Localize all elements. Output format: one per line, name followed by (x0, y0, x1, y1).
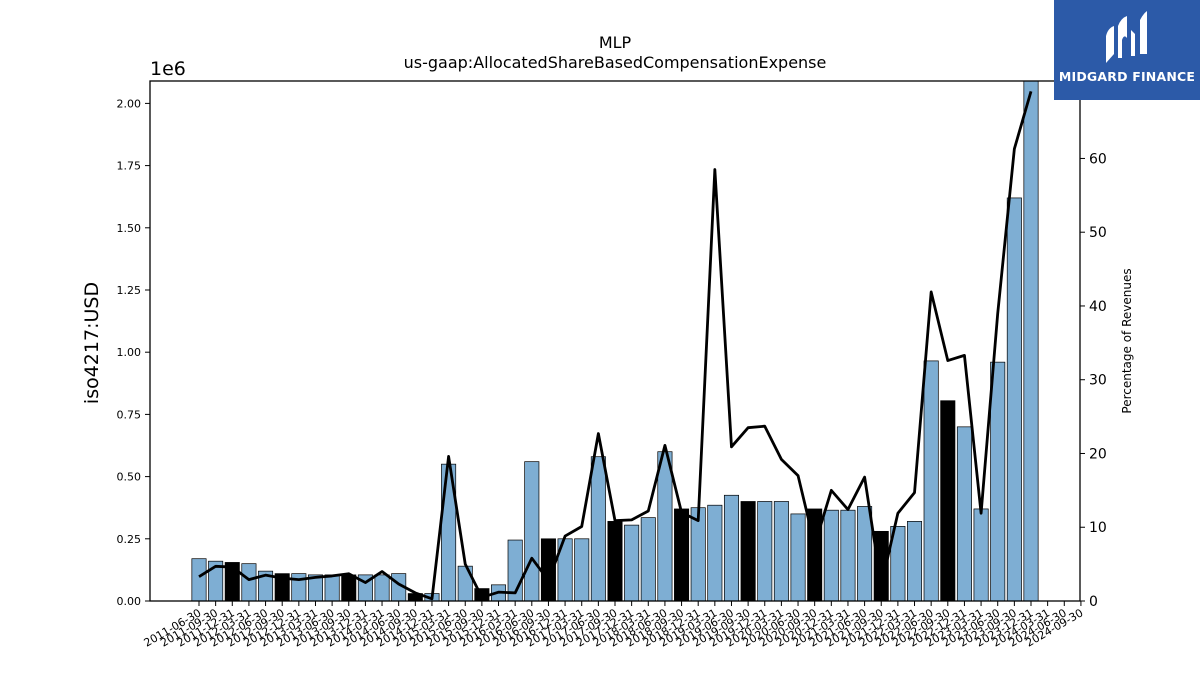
y-axis-label: iso4217:USD (81, 282, 103, 404)
bar-annual (674, 508, 690, 602)
bar-quarterly (973, 508, 989, 602)
y-tick-label: 0.50 (117, 471, 142, 484)
y-scale-label: 1e6 (150, 58, 186, 80)
bar-quarterly (1023, 80, 1039, 602)
chart-subtitle: us-gaap:AllocatedShareBasedCompensationE… (404, 53, 827, 72)
bar-quarterly (707, 504, 723, 602)
y-tick-label: 1.00 (117, 346, 142, 359)
bar-quarterly (840, 509, 856, 602)
y2-tick-label: 10 (1089, 520, 1107, 536)
line-layer (198, 90, 1033, 601)
bar-quarterly (374, 574, 390, 602)
logo: MIDGARD FINANCE (1054, 0, 1200, 100)
y-tick-label: 0.00 (117, 595, 142, 608)
bar-quarterly (590, 456, 606, 602)
plot-frame (149, 80, 1081, 602)
bar-quarterly (624, 524, 640, 602)
bar-layer (191, 80, 1039, 602)
bar-quarterly (757, 501, 773, 602)
y2-tick-label: 50 (1089, 225, 1107, 241)
y2-tick-label: 0 (1089, 594, 1098, 610)
bar-annual (940, 400, 956, 602)
bar-annual (607, 521, 623, 602)
y2-tick-label: 20 (1089, 446, 1107, 462)
bar-quarterly (657, 451, 673, 602)
y-tick-label: 2.00 (117, 97, 142, 110)
bar-quarterly (823, 509, 839, 602)
tick-layer: 0.00 0.25 0.50 0.75 1.00 1.25 1.50 1.75 2.00 0 10 2… (117, 78, 1107, 650)
midgard-logo-icon (1106, 11, 1147, 63)
bar-quarterly (524, 461, 540, 602)
bar-annual (341, 574, 357, 602)
y2-tick-label: 60 (1089, 151, 1107, 167)
y-tick-label: 1.50 (117, 222, 142, 235)
bar-quarterly (324, 574, 340, 602)
bar-quarterly (723, 494, 739, 602)
y2-axis-label: Percentage of Revenues (1120, 268, 1134, 413)
bar-quarterly (923, 360, 939, 602)
bar-annual (740, 501, 756, 602)
bar-quarterly (956, 426, 972, 602)
y-tick-label: 1.25 (117, 284, 142, 297)
bar-quarterly (574, 538, 590, 602)
bar-quarterly (1006, 197, 1022, 602)
y-tick-label: 1.75 (117, 160, 142, 173)
percentage-line (198, 90, 1033, 601)
bar-quarterly (790, 513, 806, 602)
y-tick-label: 0.75 (117, 408, 142, 421)
bar-quarterly (990, 361, 1006, 602)
bar-quarterly (241, 563, 257, 602)
y2-tick-label: 30 (1089, 373, 1107, 389)
bar-quarterly (640, 517, 656, 602)
chart-title: MLP (599, 33, 632, 52)
bar-quarterly (857, 506, 873, 602)
bar-quarterly (907, 521, 923, 602)
bar-quarterly (773, 501, 789, 602)
y-tick-label: 0.25 (117, 533, 142, 546)
bar-quarterly (191, 558, 207, 602)
y2-tick-label: 40 (1089, 299, 1107, 315)
logo-text: MIDGARD FINANCE (1058, 69, 1196, 84)
